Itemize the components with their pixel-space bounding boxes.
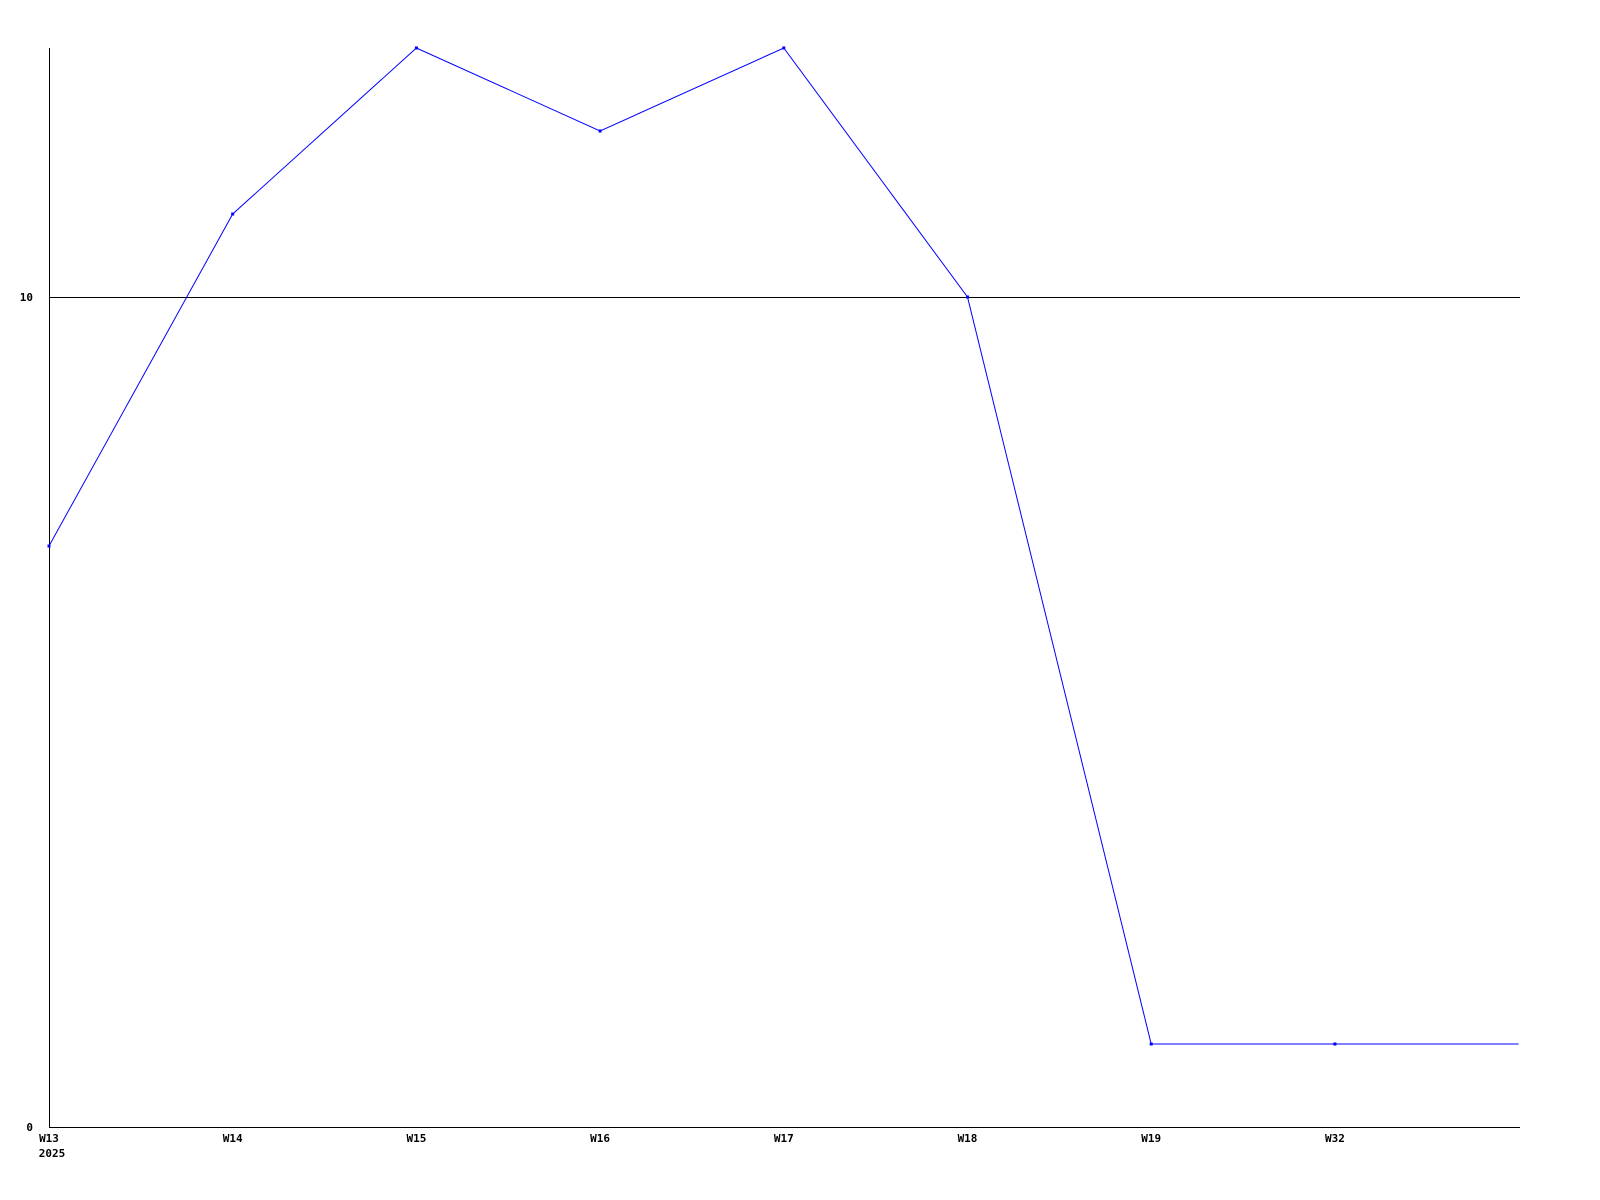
y-tick-labels: 0 10: [20, 291, 33, 1134]
x-tick-label: W16: [590, 1132, 610, 1145]
data-point: [47, 544, 51, 548]
data-point: [782, 46, 786, 50]
data-point: [231, 212, 235, 216]
data-point: [966, 295, 969, 299]
x-tick-label: W15: [406, 1132, 426, 1145]
x-tick-label: W14: [223, 1132, 243, 1145]
y-tick-label: 10: [20, 291, 33, 304]
x-tick-label: W19: [1141, 1132, 1161, 1145]
axes: [49, 48, 1520, 1128]
x-tick-label: W18: [958, 1132, 978, 1145]
data-point: [1149, 1042, 1153, 1046]
data-point: [598, 129, 602, 133]
x-tick-label: W32: [1325, 1132, 1345, 1145]
x-tick-labels: W13 W14 W15 W16 W17 W18 W19 W32 2025: [39, 1132, 1345, 1160]
y-tick-label: 0: [26, 1121, 33, 1134]
data-point: [1333, 1042, 1337, 1046]
series: [47, 46, 1519, 1046]
data-point: [414, 46, 418, 50]
series-line: [48, 47, 1519, 1045]
x-tick-label: W13: [39, 1132, 59, 1145]
x-tick-label: W17: [774, 1132, 794, 1145]
x-year-label: 2025: [39, 1147, 66, 1160]
